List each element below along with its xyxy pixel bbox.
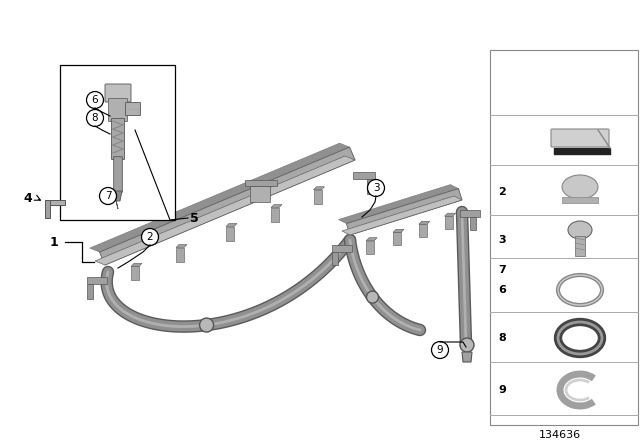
Polygon shape <box>366 238 377 241</box>
Polygon shape <box>45 200 65 205</box>
FancyBboxPatch shape <box>114 157 122 192</box>
Circle shape <box>431 341 449 358</box>
Text: 134636: 134636 <box>539 430 581 440</box>
Polygon shape <box>332 252 338 265</box>
Polygon shape <box>245 180 277 186</box>
Polygon shape <box>314 187 324 190</box>
Circle shape <box>200 318 214 332</box>
Ellipse shape <box>562 175 598 199</box>
Polygon shape <box>419 224 427 237</box>
Polygon shape <box>462 352 472 362</box>
Polygon shape <box>366 241 374 254</box>
Text: 6: 6 <box>498 285 506 295</box>
Polygon shape <box>87 284 93 299</box>
Polygon shape <box>460 210 480 217</box>
FancyBboxPatch shape <box>109 99 127 121</box>
Text: 3: 3 <box>498 235 506 245</box>
Polygon shape <box>176 245 187 247</box>
Text: 1: 1 <box>49 236 58 249</box>
Polygon shape <box>131 267 139 280</box>
Polygon shape <box>271 207 279 222</box>
Bar <box>490 50 638 425</box>
Text: 8: 8 <box>92 113 99 123</box>
FancyBboxPatch shape <box>125 103 141 116</box>
Polygon shape <box>445 216 452 229</box>
Polygon shape <box>367 179 373 194</box>
Text: 2: 2 <box>498 187 506 197</box>
Circle shape <box>86 109 104 126</box>
Text: 9: 9 <box>498 385 506 395</box>
Text: 7: 7 <box>498 265 506 275</box>
Circle shape <box>99 188 116 204</box>
Polygon shape <box>226 224 237 227</box>
Polygon shape <box>87 277 107 284</box>
Circle shape <box>460 338 474 352</box>
Polygon shape <box>271 205 282 207</box>
Bar <box>562 197 598 203</box>
Polygon shape <box>419 221 430 224</box>
Polygon shape <box>393 229 404 233</box>
Polygon shape <box>131 263 142 267</box>
Polygon shape <box>176 247 184 262</box>
FancyBboxPatch shape <box>105 84 131 102</box>
Polygon shape <box>346 189 462 235</box>
Bar <box>60 65 175 220</box>
Polygon shape <box>95 156 355 265</box>
Polygon shape <box>114 191 122 209</box>
Text: 9: 9 <box>436 345 444 355</box>
Polygon shape <box>353 172 375 179</box>
Circle shape <box>141 228 159 246</box>
Circle shape <box>367 291 378 303</box>
Text: 4: 4 <box>24 191 33 204</box>
Text: 2: 2 <box>147 232 154 242</box>
Polygon shape <box>445 213 456 216</box>
Polygon shape <box>470 217 476 230</box>
Polygon shape <box>339 185 458 224</box>
Polygon shape <box>314 190 321 204</box>
Polygon shape <box>342 196 462 235</box>
Polygon shape <box>226 227 234 241</box>
Circle shape <box>367 180 385 197</box>
Text: 7: 7 <box>105 191 111 201</box>
Bar <box>575 236 585 256</box>
Text: 6: 6 <box>92 95 99 105</box>
Circle shape <box>86 91 104 108</box>
Polygon shape <box>100 147 355 265</box>
Ellipse shape <box>568 221 592 239</box>
Polygon shape <box>45 200 50 218</box>
Polygon shape <box>332 245 352 252</box>
Text: 8: 8 <box>498 333 506 343</box>
Text: 3: 3 <box>372 183 380 193</box>
Polygon shape <box>90 143 349 252</box>
Polygon shape <box>393 233 401 246</box>
Text: 5: 5 <box>190 211 199 224</box>
FancyBboxPatch shape <box>111 119 125 159</box>
FancyBboxPatch shape <box>551 129 609 147</box>
Polygon shape <box>250 186 270 202</box>
